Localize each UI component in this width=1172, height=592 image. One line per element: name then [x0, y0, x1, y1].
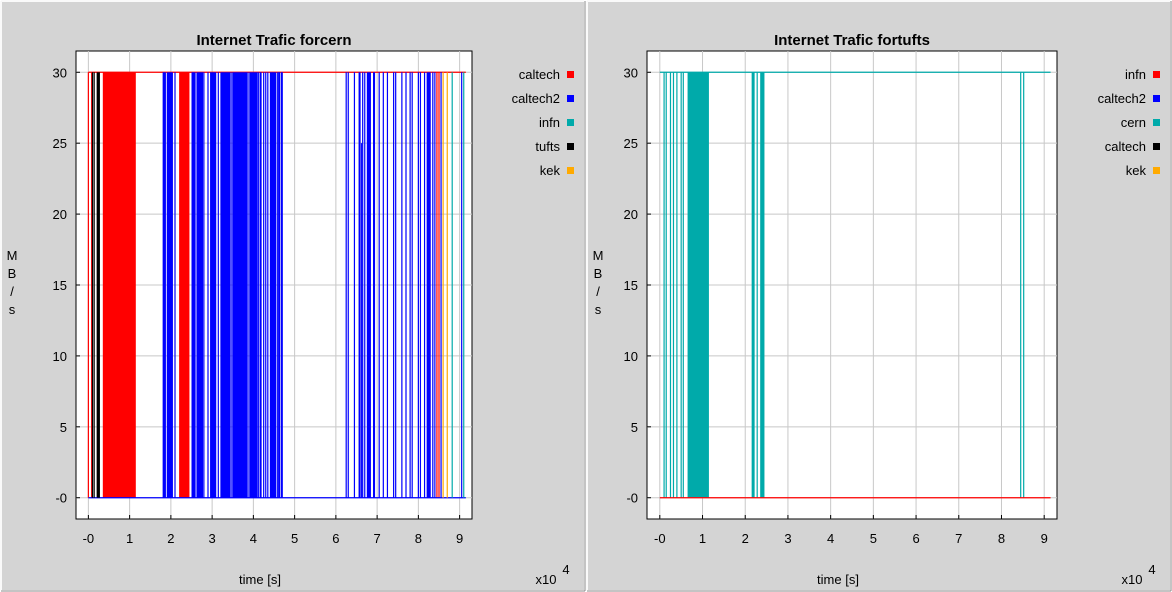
series-block-caltech2: [358, 72, 361, 498]
legend-swatch: [567, 143, 574, 150]
legend-label: caltech: [519, 67, 560, 82]
x-tick-label: 3: [784, 531, 791, 546]
x-tick-label: -0: [83, 531, 95, 546]
y-tick-label: 5: [60, 420, 67, 435]
y-axis-label-char: M: [593, 248, 604, 263]
x-axis-label: time [s]: [239, 572, 281, 587]
y-axis-label-char: /: [10, 284, 14, 299]
legend-swatch: [1153, 167, 1160, 174]
x-tick-label: 8: [415, 531, 422, 546]
x-tick-label: 9: [1041, 531, 1048, 546]
x-tick-label: -0: [654, 531, 666, 546]
y-tick-label: 30: [53, 65, 67, 80]
series-block-caltech2: [220, 72, 231, 498]
series-block-cern: [687, 72, 709, 498]
x-tick-label: 5: [870, 531, 877, 546]
legend-swatch: [567, 95, 574, 102]
series-block-caltech: [102, 72, 136, 498]
y-tick-label: 25: [53, 136, 67, 151]
x-axis-multiplier-exponent: 4: [562, 562, 569, 577]
legend-swatch: [1153, 71, 1160, 78]
legend-swatch: [567, 167, 574, 174]
y-axis-label-char: s: [595, 302, 602, 317]
x-tick-label: 4: [250, 531, 257, 546]
x-tick-label: 6: [332, 531, 339, 546]
series-block-cern: [760, 72, 765, 498]
x-tick-label: 1: [699, 531, 706, 546]
y-tick-label: -0: [626, 491, 638, 506]
x-tick-label: 6: [912, 531, 919, 546]
x-tick-label: 4: [827, 531, 834, 546]
series-block-caltech2: [259, 72, 262, 498]
x-axis-label: time [s]: [817, 572, 859, 587]
y-tick-label: 30: [624, 65, 638, 80]
y-tick-label: -0: [55, 491, 67, 506]
x-tick-label: 2: [742, 531, 749, 546]
chart-title: Internet Trafic fortufts: [774, 32, 930, 49]
series-block-caltech2: [196, 72, 204, 498]
x-tick-label: 2: [167, 531, 174, 546]
legend-label: caltech2: [512, 91, 560, 106]
series-block-caltech2: [162, 72, 166, 498]
series-block-caltech2: [426, 72, 431, 498]
series-block-caltech2: [166, 72, 173, 498]
series-block-caltech: [179, 72, 190, 498]
x-tick-label: 8: [998, 531, 1005, 546]
legend-swatch: [1153, 95, 1160, 102]
y-tick-label: 25: [624, 136, 638, 151]
legend-label: infn: [1125, 67, 1146, 82]
legend-label: kek: [1126, 163, 1147, 178]
y-axis-label-char: B: [8, 266, 17, 281]
series-block-caltech2: [249, 72, 258, 498]
legend-swatch: [1153, 119, 1160, 126]
series-block-caltech2: [366, 72, 371, 498]
y-axis-label-char: s: [9, 302, 16, 317]
x-tick-label: 7: [955, 531, 962, 546]
series-block-caltech2: [269, 72, 277, 498]
y-axis-label-char: M: [7, 248, 18, 263]
x-tick-label: 5: [291, 531, 298, 546]
y-axis-label-char: B: [594, 266, 603, 281]
legend-label: caltech: [1105, 139, 1146, 154]
legend-label: caltech2: [1098, 91, 1146, 106]
series-block-tufts: [96, 72, 100, 498]
x-tick-label: 7: [374, 531, 381, 546]
y-tick-label: 15: [53, 278, 67, 293]
y-tick-label: 10: [53, 349, 67, 364]
y-tick-label: 20: [624, 207, 638, 222]
y-tick-label: 10: [624, 349, 638, 364]
series-block-caltech2: [191, 72, 196, 498]
series-block-caltech2: [373, 72, 376, 498]
legend-label: cern: [1121, 115, 1146, 130]
legend-swatch: [567, 119, 574, 126]
x-tick-label: 1: [126, 531, 133, 546]
legend-label: tufts: [535, 139, 560, 154]
x-axis-multiplier-exponent: 4: [1148, 562, 1155, 577]
legend-label: infn: [539, 115, 560, 130]
legend-swatch: [1153, 143, 1160, 150]
y-tick-label: 5: [631, 420, 638, 435]
chart-title: Internet Trafic forcern: [196, 32, 351, 49]
legend-swatch: [567, 71, 574, 78]
series-block-caltech2: [210, 72, 217, 498]
y-axis-label-char: /: [596, 284, 600, 299]
y-tick-label: 20: [53, 207, 67, 222]
x-axis-multiplier: x10: [536, 572, 557, 587]
legend-label: kek: [540, 163, 561, 178]
x-axis-multiplier: x10: [1122, 572, 1143, 587]
series-block-caltech2: [232, 72, 248, 498]
y-tick-label: 15: [624, 278, 638, 293]
x-tick-label: 3: [209, 531, 216, 546]
x-tick-label: 9: [456, 531, 463, 546]
series-block-cern: [751, 72, 755, 498]
